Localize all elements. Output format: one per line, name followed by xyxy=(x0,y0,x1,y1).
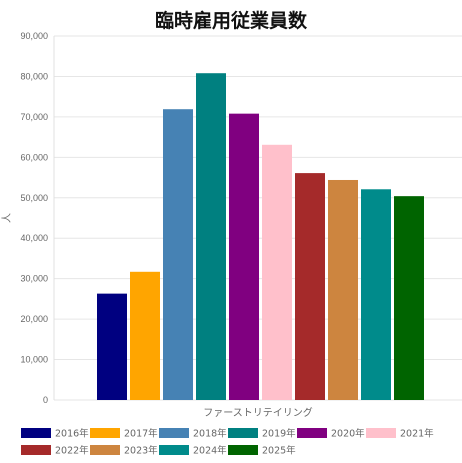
y-axis-title: 人 xyxy=(1,213,13,223)
y-tick-label: 90,000 xyxy=(20,31,48,41)
legend-swatch xyxy=(159,428,189,438)
y-tick-label: 80,000 xyxy=(20,71,48,81)
legend-swatch xyxy=(21,428,51,438)
legend-label: 2023年 xyxy=(124,445,158,457)
y-tick-label: 0 xyxy=(43,395,48,405)
y-tick-label: 70,000 xyxy=(20,112,48,122)
legend-swatch xyxy=(228,428,258,438)
bar-2017 xyxy=(130,271,160,400)
y-tick-label: 30,000 xyxy=(20,274,48,284)
legend-swatch xyxy=(228,445,258,455)
bar-2022 xyxy=(295,173,325,400)
bar-2020 xyxy=(229,113,259,401)
bar-2018 xyxy=(163,109,193,401)
legend-label: 2020年 xyxy=(331,428,365,440)
legend-label: 2018年 xyxy=(193,428,227,440)
bar-2023 xyxy=(328,179,358,400)
legend-swatch xyxy=(159,445,189,455)
bar-2021 xyxy=(262,144,292,400)
legend-swatch xyxy=(21,445,51,455)
legend-label: 2025年 xyxy=(262,445,296,457)
bar-2024 xyxy=(361,189,391,400)
y-tick-label: 20,000 xyxy=(20,314,48,324)
x-axis-title: ファーストリテイリング xyxy=(203,406,313,419)
y-tick-label: 60,000 xyxy=(20,152,48,162)
y-tick-label: 10,000 xyxy=(20,355,48,365)
legend-swatch xyxy=(366,428,396,438)
legend-label: 2019年 xyxy=(262,428,296,440)
legend-label: 2022年 xyxy=(55,445,89,457)
legend-label: 2021年 xyxy=(400,428,434,440)
bar-2025 xyxy=(394,196,424,400)
chart-title: 臨時雇用従業員数 xyxy=(154,10,307,32)
legend-label: 2017年 xyxy=(124,428,158,440)
bar-2016 xyxy=(97,293,127,400)
legend-swatch xyxy=(90,428,120,438)
legend-swatch xyxy=(90,445,120,455)
y-tick-label: 40,000 xyxy=(20,233,48,243)
y-tick-label: 50,000 xyxy=(20,193,48,203)
legend-label: 2016年 xyxy=(55,428,89,440)
bar-2019 xyxy=(196,73,226,400)
legend-swatch xyxy=(297,428,327,438)
legend-label: 2024年 xyxy=(193,445,227,457)
